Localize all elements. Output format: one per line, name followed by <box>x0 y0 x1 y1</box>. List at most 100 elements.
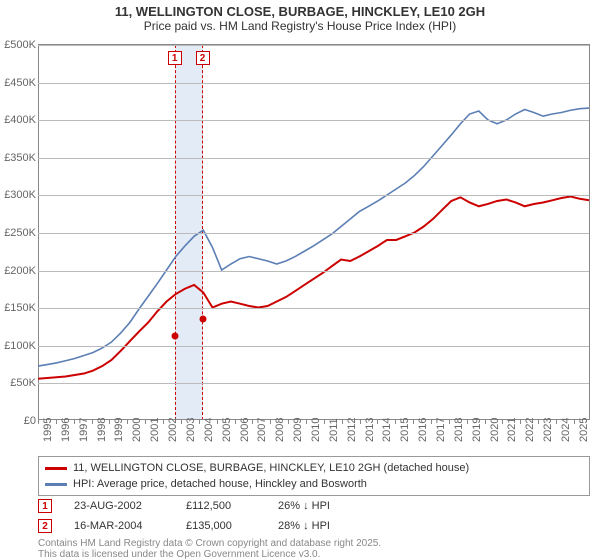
x-tick <box>306 420 307 424</box>
x-tick <box>288 420 289 424</box>
x-tick-label: 2017 <box>435 418 447 442</box>
y-tick-label: £400K <box>0 114 36 126</box>
legend-swatch-hpi <box>45 483 67 486</box>
x-tick <box>377 420 378 424</box>
x-tick-label: 2019 <box>471 418 483 442</box>
x-tick-label: 2005 <box>221 418 233 442</box>
x-tick-label: 1997 <box>78 418 90 442</box>
y-tick-label: £250K <box>0 227 36 239</box>
transaction-date: 16-MAR-2004 <box>74 516 164 536</box>
x-tick-label: 2003 <box>185 418 197 442</box>
x-tick-label: 2024 <box>560 418 572 442</box>
legend-swatch-property <box>45 467 67 470</box>
x-tick <box>74 420 75 424</box>
x-tick <box>217 420 218 424</box>
x-tick-label: 2008 <box>274 418 286 442</box>
x-tick-label: 2006 <box>239 418 251 442</box>
x-tick <box>235 420 236 424</box>
x-tick-label: 2000 <box>131 418 143 442</box>
x-tick <box>520 420 521 424</box>
chart-marker-box: 2 <box>196 51 210 65</box>
gridline-h <box>38 346 589 347</box>
y-tick-label: £150K <box>0 302 36 314</box>
x-tick <box>199 420 200 424</box>
gridline-h <box>38 45 589 46</box>
x-tick-label: 2001 <box>149 418 161 442</box>
y-tick-label: £450K <box>0 77 36 89</box>
credit-line2: This data is licensed under the Open Gov… <box>38 549 381 560</box>
x-tick-label: 2007 <box>256 418 268 442</box>
x-tick <box>270 420 271 424</box>
credit-text: Contains HM Land Registry data © Crown c… <box>38 538 381 560</box>
legend-item-hpi: HPI: Average price, detached house, Hinc… <box>45 476 583 492</box>
x-tick <box>127 420 128 424</box>
x-tick <box>538 420 539 424</box>
x-tick-label: 2015 <box>399 418 411 442</box>
x-tick-label: 1998 <box>96 418 108 442</box>
gridline-h <box>38 195 589 196</box>
x-tick-label: 2014 <box>381 418 393 442</box>
price-point-marker <box>171 333 178 340</box>
x-tick-label: 2025 <box>578 418 590 442</box>
transaction-delta: 26% ↓ HPI <box>278 496 358 516</box>
gridline-h <box>38 308 589 309</box>
legend-label-hpi: HPI: Average price, detached house, Hinc… <box>73 476 367 492</box>
transaction-marker-icon: 1 <box>38 499 52 513</box>
x-tick-label: 2021 <box>506 418 518 442</box>
y-tick-label: £350K <box>0 152 36 164</box>
x-tick <box>92 420 93 424</box>
x-tick-label: 2016 <box>417 418 429 442</box>
gridline-h <box>38 158 589 159</box>
x-tick <box>360 420 361 424</box>
x-tick-label: 2004 <box>203 418 215 442</box>
x-tick-label: 1996 <box>60 418 72 442</box>
transaction-price: £135,000 <box>186 516 256 536</box>
x-tick <box>556 420 557 424</box>
x-tick-label: 2010 <box>310 418 322 442</box>
price-point-marker <box>199 316 206 323</box>
transaction-price: £112,500 <box>186 496 256 516</box>
x-tick <box>324 420 325 424</box>
x-tick-label: 2020 <box>489 418 501 442</box>
transactions-table: 1 23-AUG-2002 £112,500 26% ↓ HPI 2 16-MA… <box>38 496 358 536</box>
x-tick-label: 2023 <box>542 418 554 442</box>
y-tick-label: £50K <box>0 377 36 389</box>
gridline-h <box>38 233 589 234</box>
transaction-delta: 28% ↓ HPI <box>278 516 358 536</box>
chart-container: 11, WELLINGTON CLOSE, BURBAGE, HINCKLEY,… <box>0 0 600 560</box>
chart-plot-area: £0£50K£100K£150K£200K£250K£300K£350K£400… <box>38 44 590 420</box>
gridline-h <box>38 383 589 384</box>
x-tick-label: 2002 <box>167 418 179 442</box>
y-tick-label: £500K <box>0 39 36 51</box>
x-tick <box>413 420 414 424</box>
x-tick-label: 2013 <box>364 418 376 442</box>
x-tick <box>502 420 503 424</box>
gridline-h <box>38 120 589 121</box>
y-tick-label: £0 <box>0 415 36 427</box>
x-tick-label: 2011 <box>328 418 340 442</box>
legend: 11, WELLINGTON CLOSE, BURBAGE, HINCKLEY,… <box>38 456 590 496</box>
x-tick <box>395 420 396 424</box>
x-tick-label: 2022 <box>524 418 536 442</box>
x-tick <box>56 420 57 424</box>
legend-label-property: 11, WELLINGTON CLOSE, BURBAGE, HINCKLEY,… <box>73 460 469 476</box>
y-tick-label: £300K <box>0 189 36 201</box>
x-tick <box>467 420 468 424</box>
series-line-property <box>38 196 589 378</box>
x-tick <box>38 420 39 424</box>
x-tick-label: 1999 <box>113 418 125 442</box>
title-line2: Price paid vs. HM Land Registry's House … <box>0 19 600 33</box>
chart-marker-box: 1 <box>168 51 182 65</box>
x-tick <box>449 420 450 424</box>
y-tick-label: £200K <box>0 265 36 277</box>
x-tick-label: 1995 <box>42 418 54 442</box>
gridline-h <box>38 271 589 272</box>
transaction-marker-icon: 2 <box>38 519 52 533</box>
x-tick <box>181 420 182 424</box>
x-tick-label: 2009 <box>292 418 304 442</box>
x-tick <box>574 420 575 424</box>
x-tick-label: 2018 <box>453 418 465 442</box>
gridline-h <box>38 83 589 84</box>
x-tick <box>163 420 164 424</box>
transaction-date: 23-AUG-2002 <box>74 496 164 516</box>
